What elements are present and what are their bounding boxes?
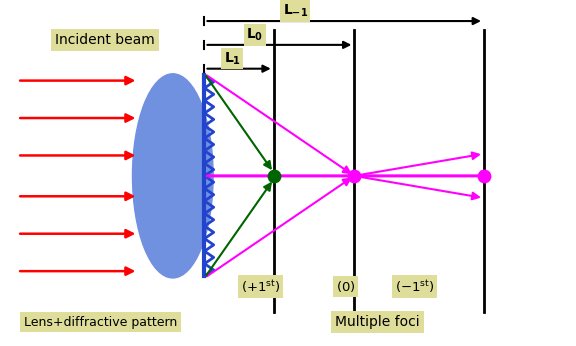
Text: $\mathbf{L_1}$: $\mathbf{L_1}$: [224, 51, 241, 67]
Text: $(0)$: $(0)$: [336, 279, 355, 294]
Text: $\mathbf{L_0}$: $\mathbf{L_0}$: [247, 27, 264, 43]
Text: $(-1^{\mathrm{st}})$: $(-1^{\mathrm{st}})$: [395, 278, 434, 295]
Text: Lens+diffractive pattern: Lens+diffractive pattern: [24, 316, 177, 329]
Text: $(+1^{\mathrm{st}})$: $(+1^{\mathrm{st}})$: [241, 278, 280, 295]
Text: Incident beam: Incident beam: [55, 33, 154, 47]
Ellipse shape: [132, 74, 213, 278]
Text: Multiple foci: Multiple foci: [335, 315, 419, 329]
Text: $\mathbf{L_{-1}}$: $\mathbf{L_{-1}}$: [283, 3, 308, 19]
